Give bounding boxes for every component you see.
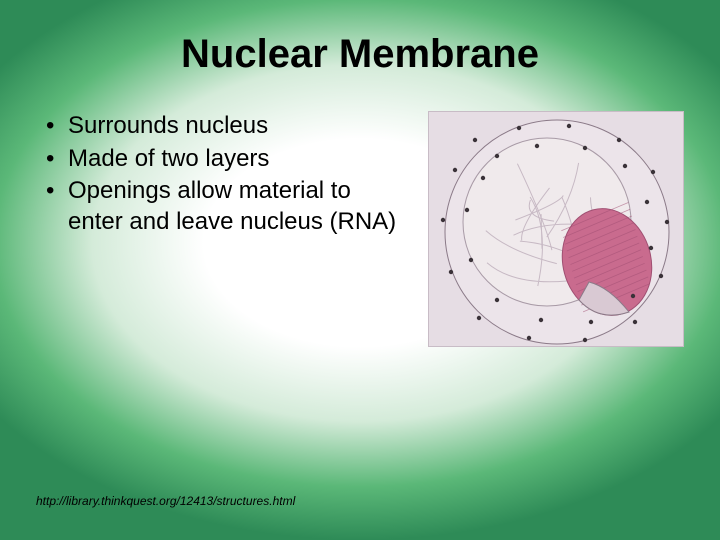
- bullet-item: Surrounds nucleus: [46, 111, 408, 142]
- slide-title: Nuclear Membrane: [36, 32, 684, 77]
- source-footer: http://library.thinkquest.org/12413/stru…: [36, 494, 295, 508]
- bullet-list: Surrounds nucleus Made of two layers Ope…: [36, 111, 408, 240]
- content-row: Surrounds nucleus Made of two layers Ope…: [36, 111, 684, 347]
- bullet-item: Made of two layers: [46, 144, 408, 175]
- bullet-item: Openings allow material to enter and lea…: [46, 176, 408, 237]
- nucleus-svg: [429, 112, 684, 347]
- slide: Nuclear Membrane Surrounds nucleus Made …: [0, 0, 720, 540]
- nucleus-illustration: [428, 111, 684, 347]
